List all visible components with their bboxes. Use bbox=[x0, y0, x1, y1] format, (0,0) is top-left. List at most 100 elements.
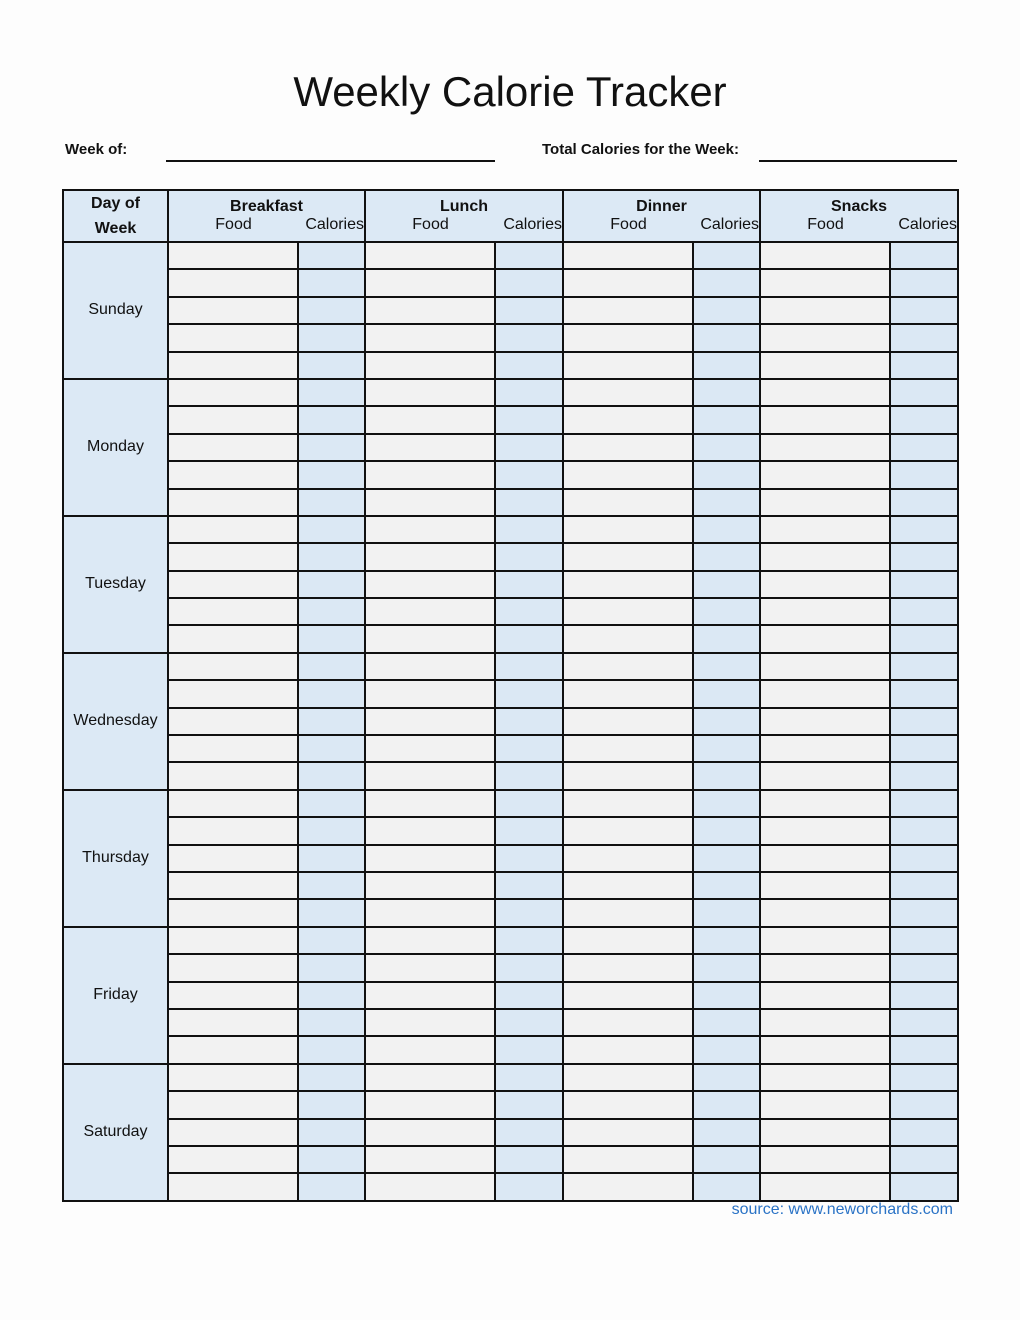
dinner-calories-cell[interactable] bbox=[691, 377, 762, 408]
snacks-food-cell[interactable] bbox=[759, 816, 892, 846]
dinner-food-cell[interactable] bbox=[562, 761, 694, 791]
lunch-calories-cell[interactable] bbox=[494, 925, 564, 956]
lunch-calories-cell[interactable] bbox=[494, 295, 564, 326]
lunch-calories-cell[interactable] bbox=[494, 788, 564, 819]
dinner-food-cell[interactable] bbox=[562, 405, 694, 435]
lunch-food-cell[interactable] bbox=[364, 1144, 496, 1175]
snacks-food-cell[interactable] bbox=[759, 432, 892, 463]
dinner-food-cell[interactable] bbox=[562, 377, 694, 408]
dinner-calories-cell[interactable] bbox=[691, 569, 762, 600]
lunch-calories-cell[interactable] bbox=[494, 569, 564, 600]
breakfast-calories-cell[interactable] bbox=[297, 295, 366, 326]
dinner-calories-cell[interactable] bbox=[691, 514, 762, 545]
lunch-food-cell[interactable] bbox=[364, 377, 496, 408]
breakfast-food-cell[interactable] bbox=[167, 925, 299, 956]
breakfast-calories-cell[interactable] bbox=[297, 816, 366, 846]
snacks-food-cell[interactable] bbox=[759, 1144, 892, 1175]
lunch-food-cell[interactable] bbox=[364, 569, 496, 600]
snacks-food-cell[interactable] bbox=[759, 240, 892, 271]
lunch-food-cell[interactable] bbox=[364, 1007, 496, 1038]
lunch-food-cell[interactable] bbox=[364, 460, 496, 490]
snacks-calories-cell[interactable] bbox=[889, 761, 960, 791]
lunch-food-cell[interactable] bbox=[364, 925, 496, 956]
breakfast-food-cell[interactable] bbox=[167, 1090, 299, 1120]
lunch-food-cell[interactable] bbox=[364, 268, 496, 298]
snacks-calories-cell[interactable] bbox=[889, 597, 960, 627]
lunch-calories-cell[interactable] bbox=[494, 816, 564, 846]
snacks-calories-cell[interactable] bbox=[889, 706, 960, 737]
dinner-food-cell[interactable] bbox=[562, 268, 694, 298]
lunch-calories-cell[interactable] bbox=[494, 268, 564, 298]
snacks-calories-cell[interactable] bbox=[889, 624, 960, 654]
dinner-calories-cell[interactable] bbox=[691, 597, 762, 627]
breakfast-calories-cell[interactable] bbox=[297, 679, 366, 709]
breakfast-food-cell[interactable] bbox=[167, 405, 299, 435]
snacks-calories-cell[interactable] bbox=[889, 1144, 960, 1175]
dinner-calories-cell[interactable] bbox=[691, 1007, 762, 1038]
dinner-food-cell[interactable] bbox=[562, 597, 694, 627]
snacks-food-cell[interactable] bbox=[759, 734, 892, 764]
dinner-calories-cell[interactable] bbox=[691, 1172, 762, 1202]
breakfast-calories-cell[interactable] bbox=[297, 1144, 366, 1175]
dinner-calories-cell[interactable] bbox=[691, 624, 762, 654]
breakfast-calories-cell[interactable] bbox=[297, 323, 366, 353]
lunch-food-cell[interactable] bbox=[364, 980, 496, 1010]
lunch-calories-cell[interactable] bbox=[494, 405, 564, 435]
dinner-food-cell[interactable] bbox=[562, 734, 694, 764]
dinner-food-cell[interactable] bbox=[562, 1062, 694, 1093]
snacks-food-cell[interactable] bbox=[759, 405, 892, 435]
dinner-food-cell[interactable] bbox=[562, 651, 694, 682]
dinner-calories-cell[interactable] bbox=[691, 870, 762, 901]
dinner-food-cell[interactable] bbox=[562, 1117, 694, 1147]
snacks-calories-cell[interactable] bbox=[889, 1007, 960, 1038]
snacks-food-cell[interactable] bbox=[759, 377, 892, 408]
dinner-calories-cell[interactable] bbox=[691, 432, 762, 463]
dinner-calories-cell[interactable] bbox=[691, 734, 762, 764]
lunch-calories-cell[interactable] bbox=[494, 679, 564, 709]
dinner-calories-cell[interactable] bbox=[691, 350, 762, 380]
dinner-food-cell[interactable] bbox=[562, 1035, 694, 1065]
dinner-calories-cell[interactable] bbox=[691, 1117, 762, 1147]
lunch-food-cell[interactable] bbox=[364, 514, 496, 545]
breakfast-calories-cell[interactable] bbox=[297, 569, 366, 600]
snacks-calories-cell[interactable] bbox=[889, 487, 960, 517]
breakfast-food-cell[interactable] bbox=[167, 734, 299, 764]
lunch-calories-cell[interactable] bbox=[494, 953, 564, 983]
snacks-food-cell[interactable] bbox=[759, 268, 892, 298]
snacks-food-cell[interactable] bbox=[759, 1117, 892, 1147]
dinner-food-cell[interactable] bbox=[562, 1007, 694, 1038]
breakfast-food-cell[interactable] bbox=[167, 679, 299, 709]
snacks-food-cell[interactable] bbox=[759, 761, 892, 791]
dinner-food-cell[interactable] bbox=[562, 569, 694, 600]
breakfast-food-cell[interactable] bbox=[167, 323, 299, 353]
snacks-calories-cell[interactable] bbox=[889, 788, 960, 819]
dinner-food-cell[interactable] bbox=[562, 323, 694, 353]
breakfast-calories-cell[interactable] bbox=[297, 1090, 366, 1120]
breakfast-calories-cell[interactable] bbox=[297, 980, 366, 1010]
lunch-food-cell[interactable] bbox=[364, 1035, 496, 1065]
breakfast-calories-cell[interactable] bbox=[297, 514, 366, 545]
breakfast-food-cell[interactable] bbox=[167, 1062, 299, 1093]
lunch-calories-cell[interactable] bbox=[494, 432, 564, 463]
snacks-calories-cell[interactable] bbox=[889, 542, 960, 572]
lunch-calories-cell[interactable] bbox=[494, 542, 564, 572]
snacks-calories-cell[interactable] bbox=[889, 295, 960, 326]
lunch-calories-cell[interactable] bbox=[494, 734, 564, 764]
dinner-food-cell[interactable] bbox=[562, 295, 694, 326]
lunch-food-cell[interactable] bbox=[364, 843, 496, 873]
breakfast-food-cell[interactable] bbox=[167, 268, 299, 298]
breakfast-calories-cell[interactable] bbox=[297, 953, 366, 983]
breakfast-calories-cell[interactable] bbox=[297, 405, 366, 435]
dinner-food-cell[interactable] bbox=[562, 679, 694, 709]
snacks-food-cell[interactable] bbox=[759, 1090, 892, 1120]
breakfast-calories-cell[interactable] bbox=[297, 542, 366, 572]
breakfast-food-cell[interactable] bbox=[167, 487, 299, 517]
dinner-food-cell[interactable] bbox=[562, 432, 694, 463]
dinner-calories-cell[interactable] bbox=[691, 1090, 762, 1120]
dinner-calories-cell[interactable] bbox=[691, 788, 762, 819]
snacks-calories-cell[interactable] bbox=[889, 268, 960, 298]
dinner-calories-cell[interactable] bbox=[691, 268, 762, 298]
snacks-calories-cell[interactable] bbox=[889, 816, 960, 846]
dinner-food-cell[interactable] bbox=[562, 624, 694, 654]
dinner-calories-cell[interactable] bbox=[691, 651, 762, 682]
